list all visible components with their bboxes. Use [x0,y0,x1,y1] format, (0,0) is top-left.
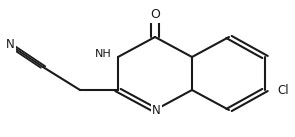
Text: NH: NH [95,49,112,59]
Text: Cl: Cl [277,83,289,96]
Text: N: N [6,38,14,52]
Text: O: O [150,8,160,22]
Text: N: N [152,103,161,116]
